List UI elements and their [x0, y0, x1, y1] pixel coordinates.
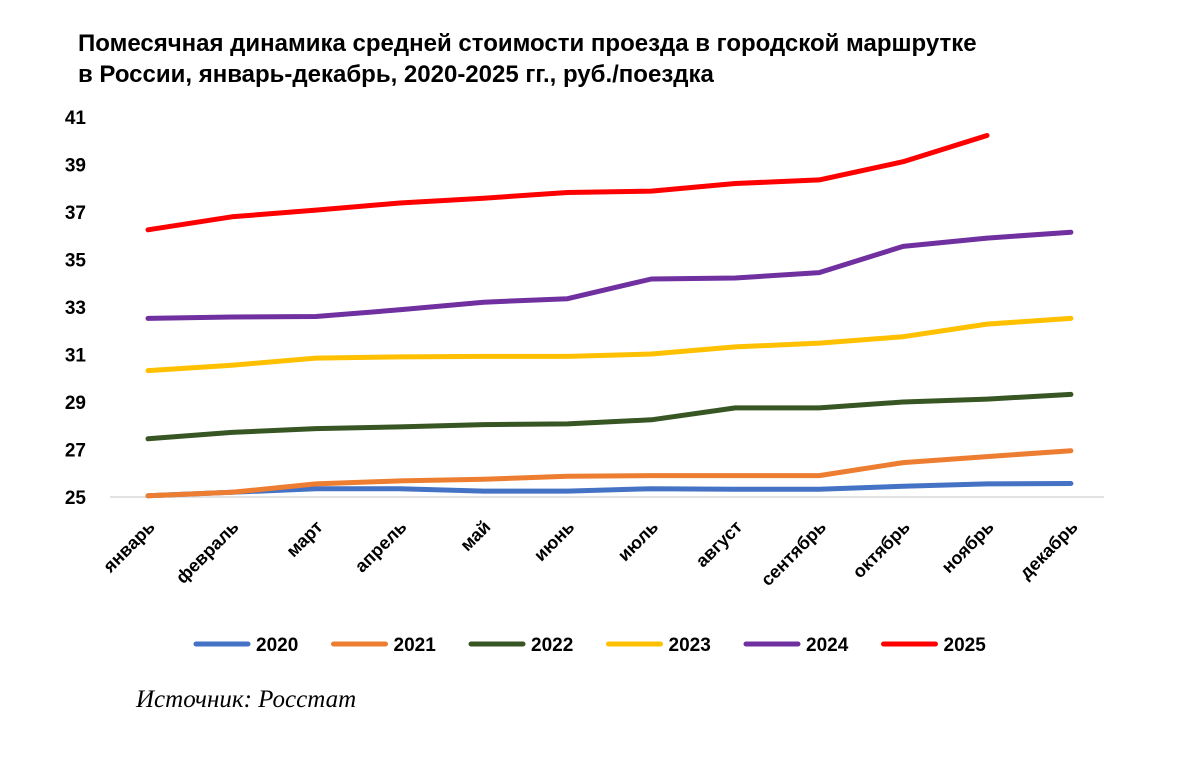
series-line-2020: [145, 481, 1074, 499]
x-tick-label: август: [692, 517, 747, 572]
x-tick-label: октябрь: [849, 517, 914, 582]
series-lines: [145, 133, 1074, 499]
chart-title: Помесячная динамика средней стоимости пр…: [78, 28, 1178, 90]
y-tick-label: 33: [65, 298, 86, 319]
x-tick-label: март: [282, 517, 326, 561]
x-tick-label: ноябрь: [938, 517, 998, 577]
source-note: Источник: Росстат: [136, 686, 357, 713]
y-tick-label: 37: [65, 203, 86, 224]
y-axis-ticks: 25 27 29 31 33 35 37 39 41: [65, 108, 87, 509]
x-tick-label: июль: [614, 517, 662, 565]
legend-label-2022: 2022: [531, 635, 573, 656]
y-tick-label: 25: [65, 488, 87, 509]
y-tick-label: 27: [65, 441, 86, 462]
y-tick-label: 29: [65, 393, 86, 414]
x-tick-label: февраль: [172, 517, 243, 588]
x-tick-label: май: [456, 517, 494, 555]
x-tick-label: апрель: [351, 517, 411, 577]
x-tick-label: июнь: [530, 517, 578, 565]
legend-label-2021: 2021: [394, 635, 437, 656]
series-line-2025: [145, 133, 990, 233]
legend-label-2025: 2025: [944, 635, 987, 656]
series-line-2021: [145, 448, 1074, 499]
series-line-2022: [145, 391, 1074, 442]
chart-title-line-2: в России, январь-декабрь, 2020-2025 гг.,…: [78, 61, 714, 88]
series-line-2023: [145, 315, 1074, 374]
x-tick-label: сентябрь: [757, 517, 830, 590]
legend-label-2023: 2023: [669, 635, 711, 656]
chart-title-line-1: Помесячная динамика средней стоимости пр…: [78, 30, 977, 57]
legend-label-2020: 2020: [256, 635, 298, 656]
y-tick-label: 39: [65, 156, 86, 177]
legend: 2020 2021 2022 2023 2024 2025: [193, 635, 987, 656]
y-tick-label: 35: [65, 251, 87, 272]
y-tick-label: 41: [65, 108, 87, 129]
series-line-2024: [145, 229, 1074, 321]
x-tick-label: январь: [99, 517, 159, 577]
x-axis-ticks: январь февраль март апрель май июнь июль август…: [99, 517, 1082, 590]
x-tick-label: декабрь: [1016, 517, 1082, 583]
y-tick-label: 31: [65, 346, 87, 367]
legend-label-2024: 2024: [806, 635, 849, 656]
